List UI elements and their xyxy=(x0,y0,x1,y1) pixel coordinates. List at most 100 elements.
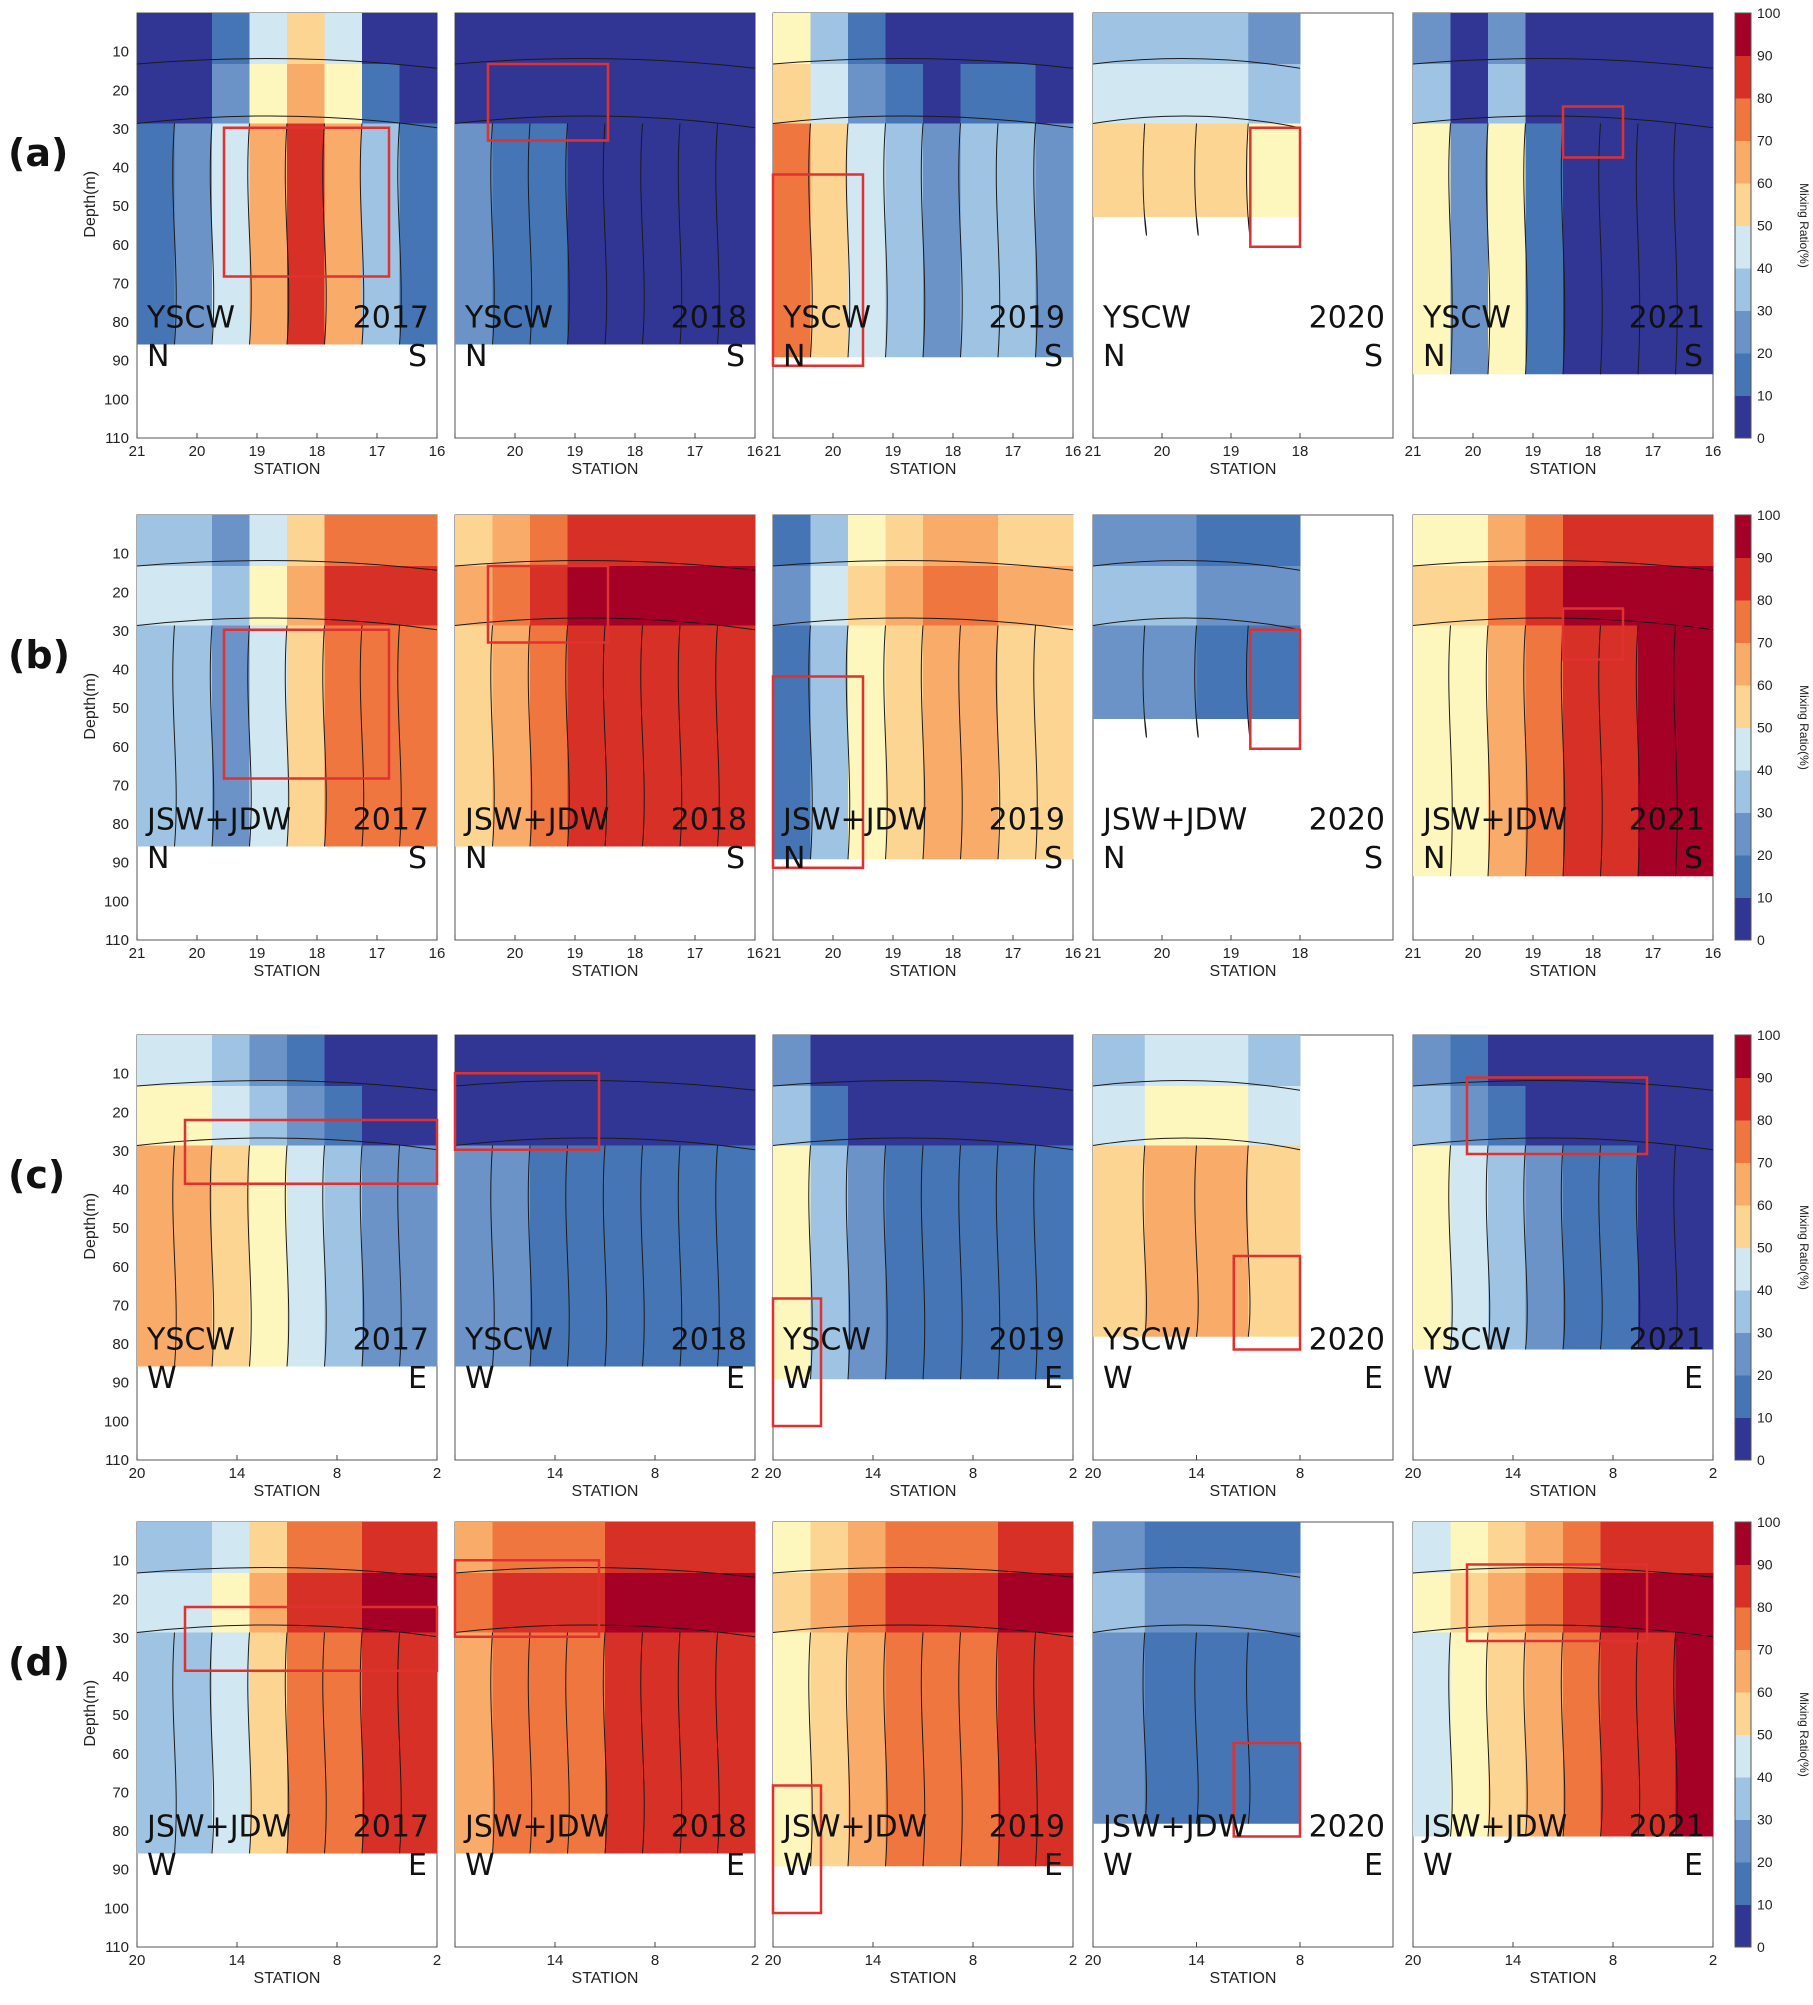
direction-start-label: N xyxy=(1423,339,1445,374)
x-tick-label: 19 xyxy=(885,443,902,460)
field-cell xyxy=(362,566,400,626)
field-cell xyxy=(885,123,924,358)
field-cell xyxy=(773,515,811,566)
field-cell xyxy=(1093,1522,1146,1573)
direction-end-label: S xyxy=(1364,339,1383,374)
contour-line xyxy=(1448,625,1453,877)
highlight-box xyxy=(183,1118,439,1185)
water-mass-label: YSCW xyxy=(464,1323,553,1358)
x-tick-label: 18 xyxy=(1585,443,1602,460)
depth-tick-label: 100 xyxy=(104,893,129,910)
contour-line xyxy=(1412,1624,1714,1638)
contour-line xyxy=(1673,123,1678,375)
y-axis-label: Depth(m) xyxy=(82,673,99,740)
x-tick-label: 21 xyxy=(129,443,146,460)
field-cell xyxy=(998,13,1036,64)
field-cell xyxy=(810,1522,849,1573)
field-cell xyxy=(137,1035,175,1086)
x-tick-label: 16 xyxy=(1705,443,1722,460)
field-cell xyxy=(810,1632,849,1867)
contour-line xyxy=(209,1632,215,1854)
field-cell xyxy=(680,1632,718,1854)
direction-end-label: E xyxy=(1684,1361,1703,1396)
contour-line xyxy=(715,123,720,345)
contour-line xyxy=(958,625,963,860)
year-label: 2017 xyxy=(353,1810,429,1845)
field-cell xyxy=(492,64,531,124)
contour-line xyxy=(454,1080,756,1091)
colorbar-label: Mixing Ratio(%) xyxy=(1797,685,1811,770)
field-cell xyxy=(492,1522,531,1573)
field-cell xyxy=(605,1573,643,1633)
field-cell xyxy=(324,1573,363,1633)
field-cell xyxy=(885,13,924,64)
field-cell xyxy=(455,1035,493,1086)
field-cell xyxy=(212,1145,250,1367)
colorbar-swatch xyxy=(1735,1375,1751,1418)
field-cell xyxy=(960,625,999,860)
contour-line xyxy=(1598,123,1603,375)
x-axis-label: STATION xyxy=(890,1483,957,1500)
field-cell xyxy=(680,1522,718,1573)
field-cell xyxy=(1563,1145,1601,1350)
depth-tick-label: 80 xyxy=(112,1823,129,1840)
x-axis-label: STATION xyxy=(254,963,321,980)
colorbar-frame xyxy=(1734,514,1752,941)
contour-line xyxy=(490,1145,495,1367)
field-cell xyxy=(399,123,438,345)
contour-line xyxy=(715,625,720,847)
water-mass-label: YSCW xyxy=(782,301,871,336)
colorbar-tick-label: 80 xyxy=(1757,1112,1773,1128)
contour-line xyxy=(490,123,495,345)
colorbar-tick-label: 30 xyxy=(1757,1812,1773,1828)
field-cell xyxy=(848,515,886,566)
x-tick-label: 17 xyxy=(1645,443,1662,460)
direction-start-label: W xyxy=(783,1361,813,1396)
colorbar-tick-label: 60 xyxy=(1757,175,1773,191)
x-axis-label: STATION xyxy=(572,461,639,478)
depth-tick-label: 10 xyxy=(112,1066,129,1083)
field-cell xyxy=(1248,1522,1301,1573)
field-cell xyxy=(1525,123,1564,375)
field-cell xyxy=(324,1035,363,1086)
contour-line xyxy=(454,1624,756,1638)
field-cell xyxy=(530,13,568,64)
field-cell xyxy=(848,1632,886,1867)
field-cell xyxy=(717,566,756,626)
field-cell xyxy=(1248,64,1301,124)
water-mass-label: YSCW xyxy=(1422,1323,1511,1358)
panel-2020: JSW+JDW 2020 N S 21 20 19 18 STATION xyxy=(1085,514,1394,980)
field-cell xyxy=(717,1035,756,1086)
field-cell xyxy=(137,1145,175,1367)
field-cell xyxy=(848,1086,886,1146)
field-cell xyxy=(885,1522,924,1573)
field-cell xyxy=(1525,1632,1564,1837)
field-cell xyxy=(174,123,213,345)
contour-line xyxy=(995,1632,1001,1867)
x-tick-label: 18 xyxy=(1292,443,1309,460)
colorbar-tick-label: 20 xyxy=(1757,1367,1773,1383)
x-axis-label: STATION xyxy=(1210,963,1277,980)
x-tick-label: 14 xyxy=(1188,1952,1205,1969)
field-cell xyxy=(1248,1145,1301,1337)
field-cell xyxy=(1093,1086,1146,1146)
field-cell xyxy=(885,1145,924,1380)
depth-tick-label: 10 xyxy=(112,546,129,563)
contour-line xyxy=(1033,625,1038,860)
x-axis-label: STATION xyxy=(1530,1483,1597,1500)
field-cell xyxy=(1413,1522,1451,1573)
field-cell xyxy=(1488,1573,1526,1633)
contour-line xyxy=(772,1624,1074,1638)
contour-line xyxy=(247,123,252,345)
x-axis-label: STATION xyxy=(572,1970,639,1987)
field-cell xyxy=(810,1145,849,1380)
colorbar-swatch xyxy=(1735,642,1751,686)
contour-line xyxy=(715,1145,720,1367)
field-cell xyxy=(1675,1145,1714,1350)
field-cell xyxy=(492,13,531,64)
depth-tick-label: 50 xyxy=(112,700,129,717)
colorbar-tick-label: 100 xyxy=(1757,507,1781,523)
water-mass-label: JSW+JDW xyxy=(1421,803,1567,838)
colorbar-swatch xyxy=(1735,1819,1751,1863)
